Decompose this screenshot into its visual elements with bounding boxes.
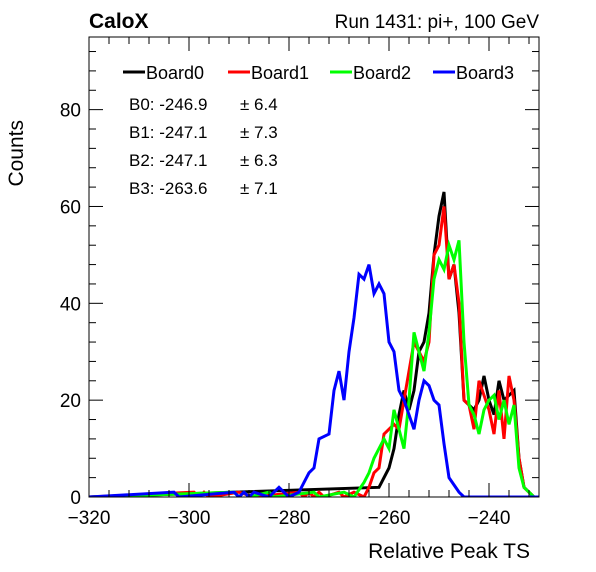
- stat-error-label: ± 6.3: [240, 151, 278, 170]
- stat-error-label: ± 7.3: [240, 123, 278, 142]
- experiment-label: CaloX: [89, 10, 149, 33]
- stat-mean-label: B1: -247.1: [129, 123, 207, 142]
- stat-error-label: ± 6.4: [240, 95, 278, 114]
- plot-area: [89, 191, 539, 497]
- y-tick-label: 80: [60, 101, 81, 122]
- y-tick-label: 0: [70, 488, 81, 509]
- legend-label-board1: Board1: [251, 63, 309, 83]
- stat-mean-label: B2: -247.1: [129, 151, 207, 170]
- x-axis-title: Relative Peak TS: [368, 540, 530, 563]
- stat-error-label: ± 7.1: [240, 179, 278, 198]
- legend-label-board0: Board0: [146, 63, 204, 83]
- series-board2-line: [89, 239, 539, 497]
- x-tick-label: −240: [468, 508, 511, 529]
- x-tick-label: −320: [68, 508, 111, 529]
- plot-frame: [88, 36, 540, 498]
- y-tick-label: 20: [60, 391, 81, 412]
- stat-mean-label: B0: -246.9: [129, 95, 207, 114]
- y-tick-label: 40: [60, 294, 81, 315]
- x-tick-label: −280: [268, 508, 311, 529]
- x-tick-label: −260: [368, 508, 411, 529]
- y-tick-label: 60: [60, 197, 81, 218]
- legend: Board0 Board1 Board2 Board3: [123, 63, 514, 83]
- run-label: Run 1431: pi+, 100 GeV: [335, 12, 540, 33]
- y-axis-title: Counts: [5, 120, 28, 187]
- legend-label-board3: Board3: [456, 63, 514, 83]
- series-board0-line: [89, 191, 539, 497]
- stat-mean-label: B3: -263.6: [129, 179, 207, 198]
- axes: −320 −300 −280 −260 −240 0 20 40 60 80: [60, 37, 539, 529]
- series-board1-line: [89, 206, 539, 497]
- series-board3-line: [89, 264, 539, 497]
- stats-box: B0: -246.9 ± 6.4 B1: -247.1 ± 7.3 B2: -247.1…: [129, 95, 278, 198]
- legend-label-board2: Board2: [353, 63, 411, 83]
- x-tick-label: −300: [168, 508, 211, 529]
